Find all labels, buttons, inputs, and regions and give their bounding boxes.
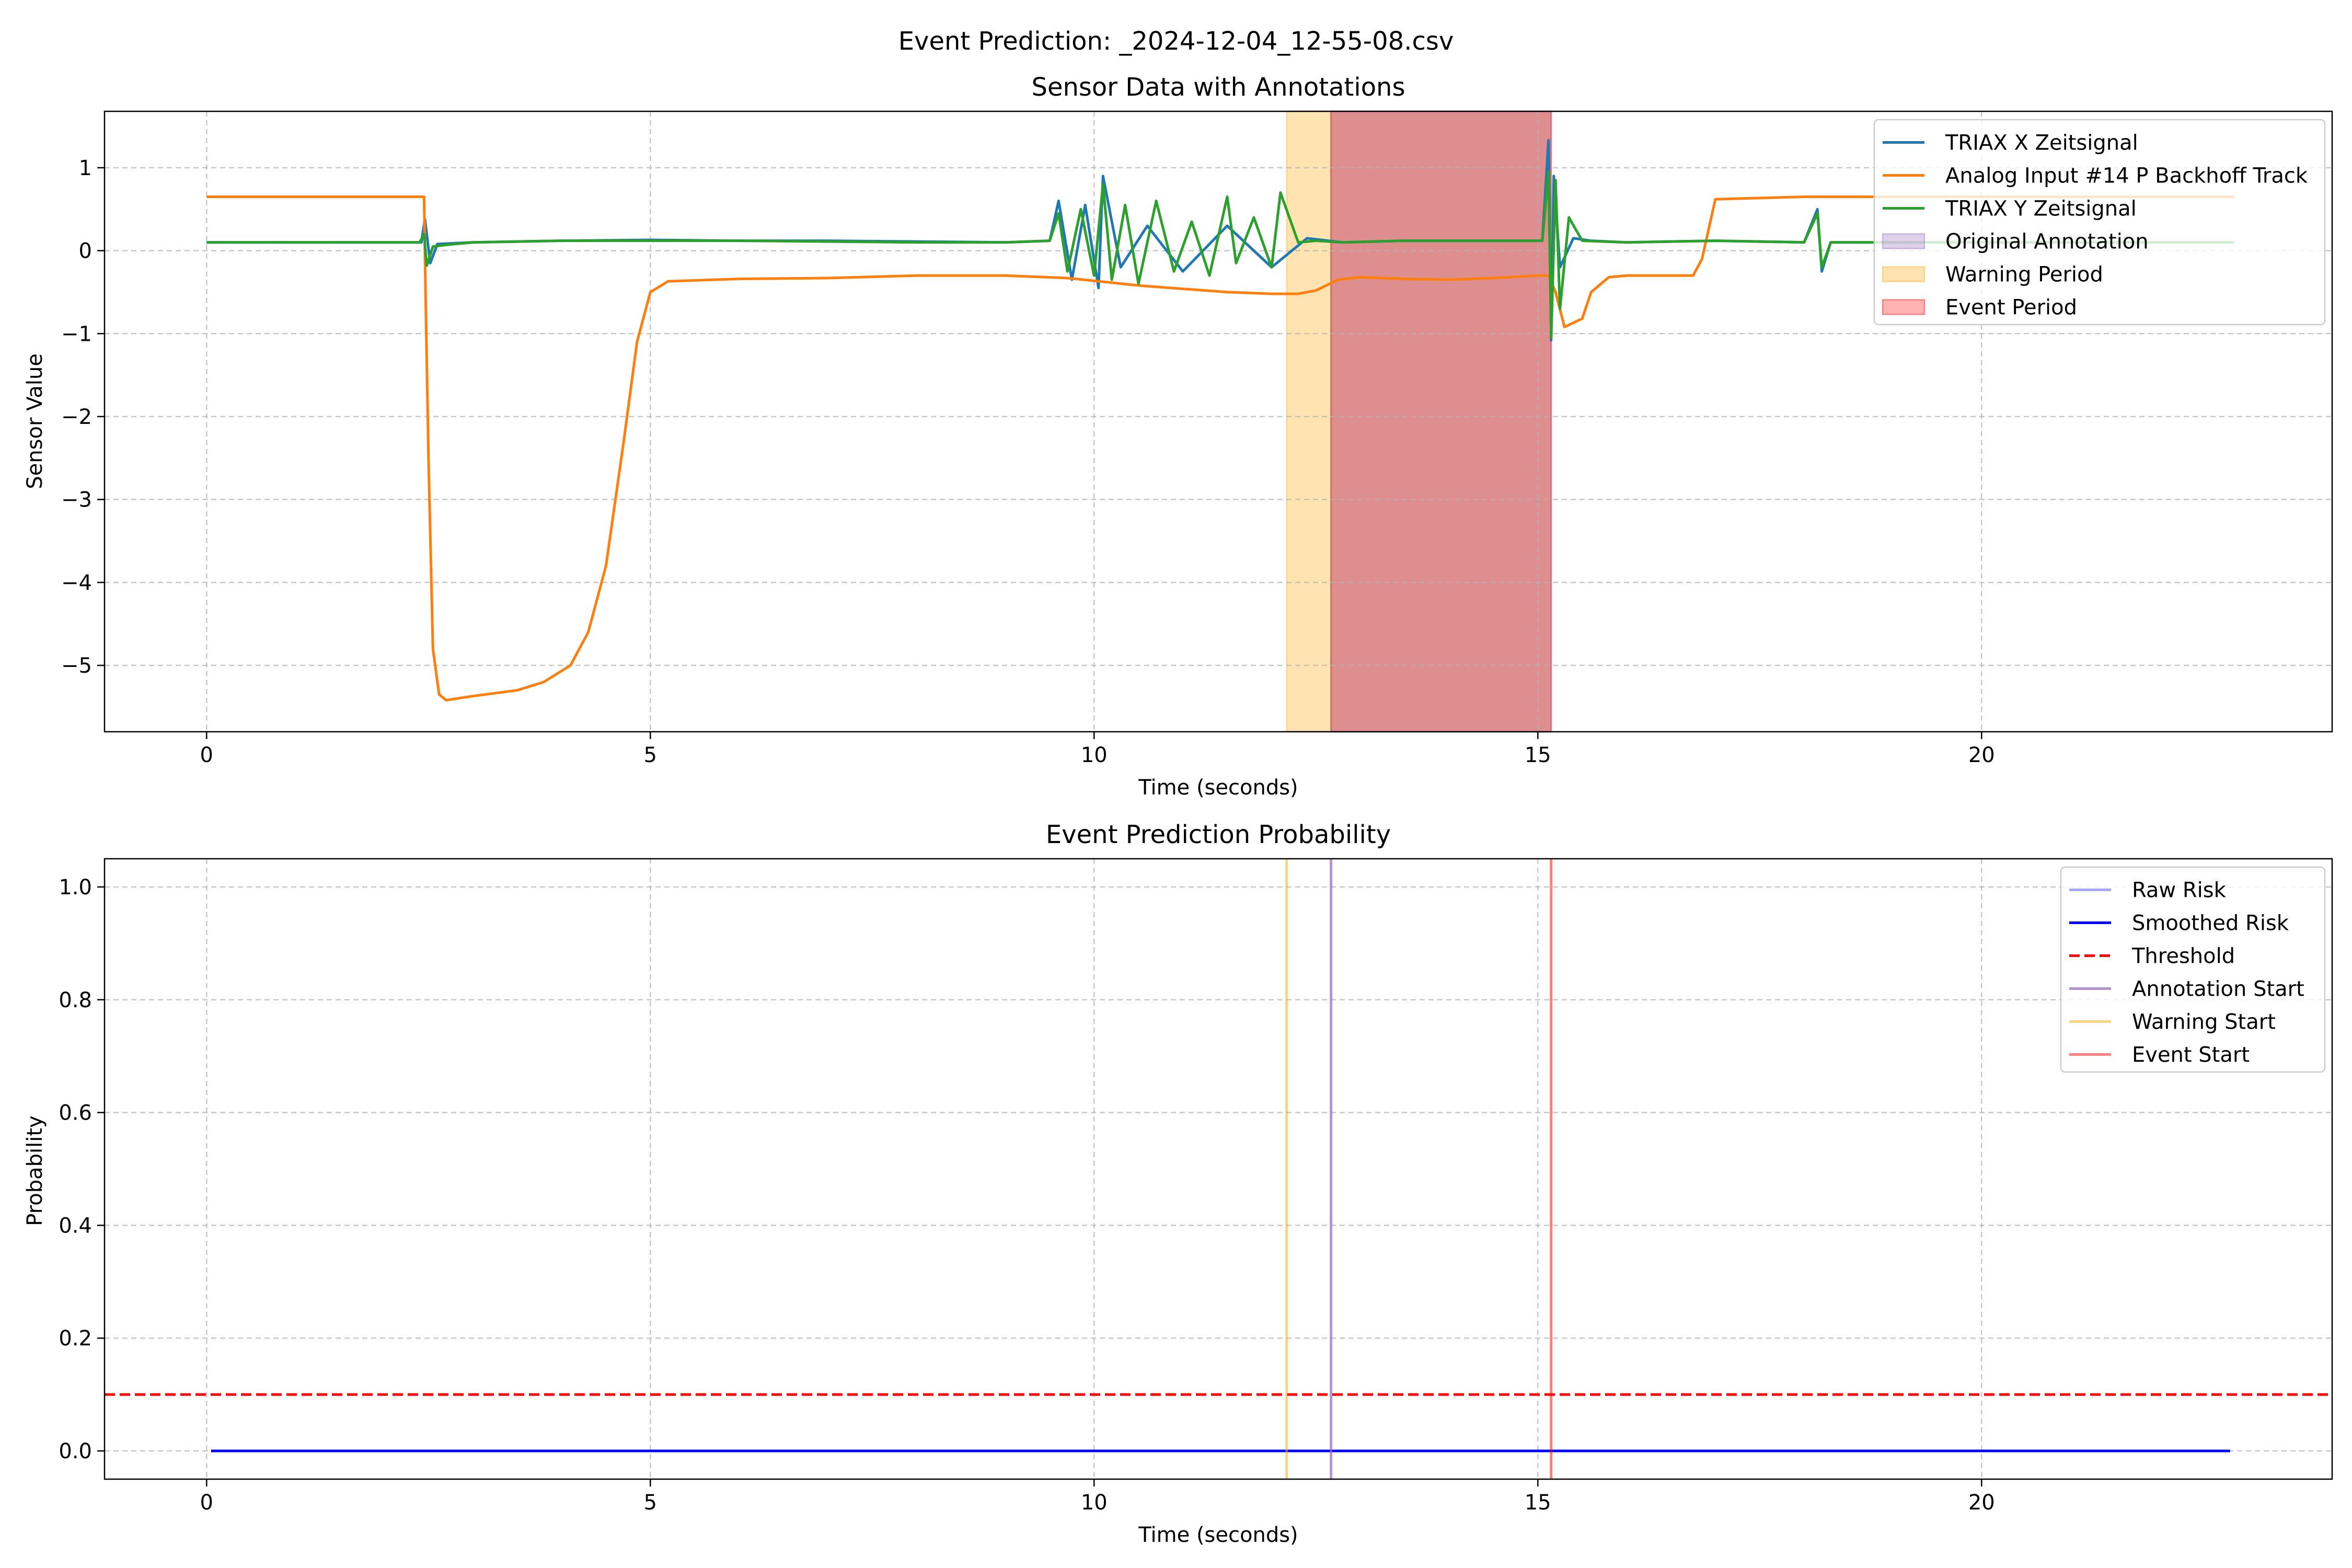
sensor-chart-ytick-label-3: −2 (61, 405, 92, 429)
probability-chart-legend-box (2060, 866, 2326, 1073)
sensor-chart-xlabel: Time (seconds) (1138, 776, 1298, 800)
sensor-chart-legend-label-3: Original Annotation (1945, 230, 2149, 254)
probability-chart: Event Prediction Probability Time (secon… (23, 820, 2333, 1547)
sensor-chart-grid (105, 111, 2332, 732)
sensor-chart-span-1 (1330, 110, 1552, 733)
sensor-chart-ytick-label-4: −3 (61, 488, 92, 512)
probability-chart-xtick-label-4: 20 (1968, 1491, 1995, 1515)
probability-chart-ytick-label-3: 0.4 (59, 1214, 92, 1238)
sensor-chart-xtick-label-2: 10 (1081, 743, 1108, 767)
sensor-chart-title: Sensor Data with Annotations (1032, 73, 1405, 102)
sensor-chart-legend-label-1: Analog Input #14 P Backhoff Track (1945, 164, 2308, 188)
probability-chart-frame (103, 858, 2333, 1480)
probability-chart-legend: Raw Risk Smoothed Risk Threshold Annotation… (2060, 866, 2326, 1073)
probability-chart-xtick-label-3: 15 (1525, 1491, 1551, 1515)
probability-chart-ticks: 0 5 10 15 20 1.0 0.8 0.6 0.4 0.2 0.0 (59, 875, 1994, 1515)
probability-chart-lines (105, 859, 2332, 1479)
probability-chart-legend-label-4: Warning Start (2132, 1010, 2276, 1034)
sensor-chart-legend-box (1873, 119, 2326, 326)
sensor-chart-legend-swatch-3 (1882, 233, 1926, 249)
probability-chart-legend-label-2: Threshold (2131, 944, 2235, 969)
sensor-chart-ytick-label-1: 0 (79, 239, 92, 263)
sensor-chart-ytick-label-0: 1 (79, 156, 92, 180)
sensor-chart-ytick-label-5: −4 (61, 571, 92, 595)
sensor-chart-legend-label-5: Event Period (1945, 296, 2077, 320)
sensor-chart-ylabel: Sensor Value (23, 353, 47, 489)
sensor-chart: Sensor Data with Annotations Time (secon… (23, 73, 2333, 800)
sensor-chart-span-3 (1330, 110, 1552, 733)
probability-chart-grid (105, 859, 2332, 1479)
probability-chart-ytick-label-4: 0.2 (59, 1327, 92, 1351)
sensor-chart-series-1 (206, 195, 2235, 702)
probability-chart-ytick-label-5: 0.0 (59, 1439, 92, 1463)
probability-chart-legend-label-0: Raw Risk (2132, 879, 2227, 903)
probability-chart-ytick-label-2: 0.6 (59, 1101, 92, 1125)
probability-chart-legend-label-1: Smoothed Risk (2132, 912, 2289, 936)
sensor-chart-xtick-label-1: 5 (644, 743, 657, 767)
probability-chart-xtick-label-1: 5 (644, 1491, 657, 1515)
probability-chart-xtick-label-0: 0 (200, 1491, 213, 1515)
sensor-chart-legend-swatch-5 (1882, 299, 1926, 315)
probability-chart-title: Event Prediction Probability (1046, 820, 1391, 849)
sensor-chart-legend-label-2: TRIAX Y Zeitsignal (1945, 197, 2137, 221)
sensor-chart-legend-swatch-4 (1882, 266, 1926, 282)
sensor-chart-ytick-label-2: −1 (61, 322, 92, 346)
sensor-chart-legend-label-0: TRIAX X Zeitsignal (1945, 131, 2138, 155)
probability-chart-legend-label-5: Event Start (2132, 1043, 2250, 1067)
sensor-chart-xtick-label-0: 0 (200, 743, 213, 767)
sensor-chart-series-2 (206, 170, 2235, 339)
sensor-chart-spans (1286, 110, 1552, 733)
sensor-chart-frame (103, 110, 2333, 733)
probability-chart-xlabel: Time (seconds) (1138, 1523, 1298, 1547)
figure-title: Event Prediction: _2024-12-04_12-55-08.c… (898, 27, 1454, 56)
sensor-chart-span-0 (1286, 110, 1332, 733)
sensor-chart-legend-label-4: Warning Period (1945, 263, 2103, 287)
probability-chart-ytick-label-0: 1.0 (59, 875, 92, 900)
sensor-chart-xtick-label-4: 20 (1968, 743, 1995, 767)
probability-chart-xtick-label-2: 10 (1081, 1491, 1108, 1515)
sensor-chart-legend: TRIAX X Zeitsignal Analog Input #14 P Bac… (1873, 119, 2326, 326)
probability-chart-ylabel: Probability (23, 1115, 47, 1226)
sensor-chart-xtick-label-3: 15 (1525, 743, 1551, 767)
probability-chart-ytick-label-1: 0.8 (59, 988, 92, 1012)
sensor-chart-ytick-label-6: −5 (61, 654, 92, 678)
probability-chart-legend-label-3: Annotation Start (2132, 977, 2304, 1001)
sensor-chart-lines (206, 139, 2235, 702)
